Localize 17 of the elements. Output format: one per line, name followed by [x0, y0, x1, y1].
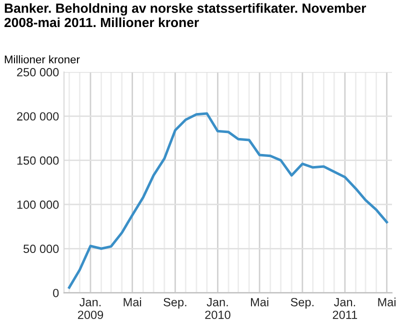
y-tick-label: 100 000 — [17, 200, 59, 209]
x-tick-label: Mai — [378, 298, 396, 306]
x-tick-label: Mai — [124, 298, 142, 306]
x-tick-label: Jan. 2009 — [78, 298, 104, 320]
x-tick-label: Mai — [251, 298, 268, 306]
y-tick-label: 200 000 — [17, 112, 59, 121]
y-axis-title: Millioner kroner — [4, 55, 80, 64]
y-tick-label: 150 000 — [17, 156, 59, 165]
y-tick-label: 0 — [53, 288, 59, 298]
y-tick-label: 250 000 — [17, 68, 59, 76]
x-tick-label: Jan. 2010 — [205, 298, 230, 320]
chart-title: Banker. Beholdning av norske statssertifikater. November 2008-mai 2011. Millioner kroner — [4, 3, 366, 28]
y-tick-label: 50 000 — [24, 244, 59, 254]
x-tick-label: Sep. — [290, 298, 314, 309]
x-tick-label: Sep. — [164, 298, 186, 309]
x-tick-label: Jan. 2011 — [332, 298, 358, 320]
line-series — [68, 112, 388, 289]
